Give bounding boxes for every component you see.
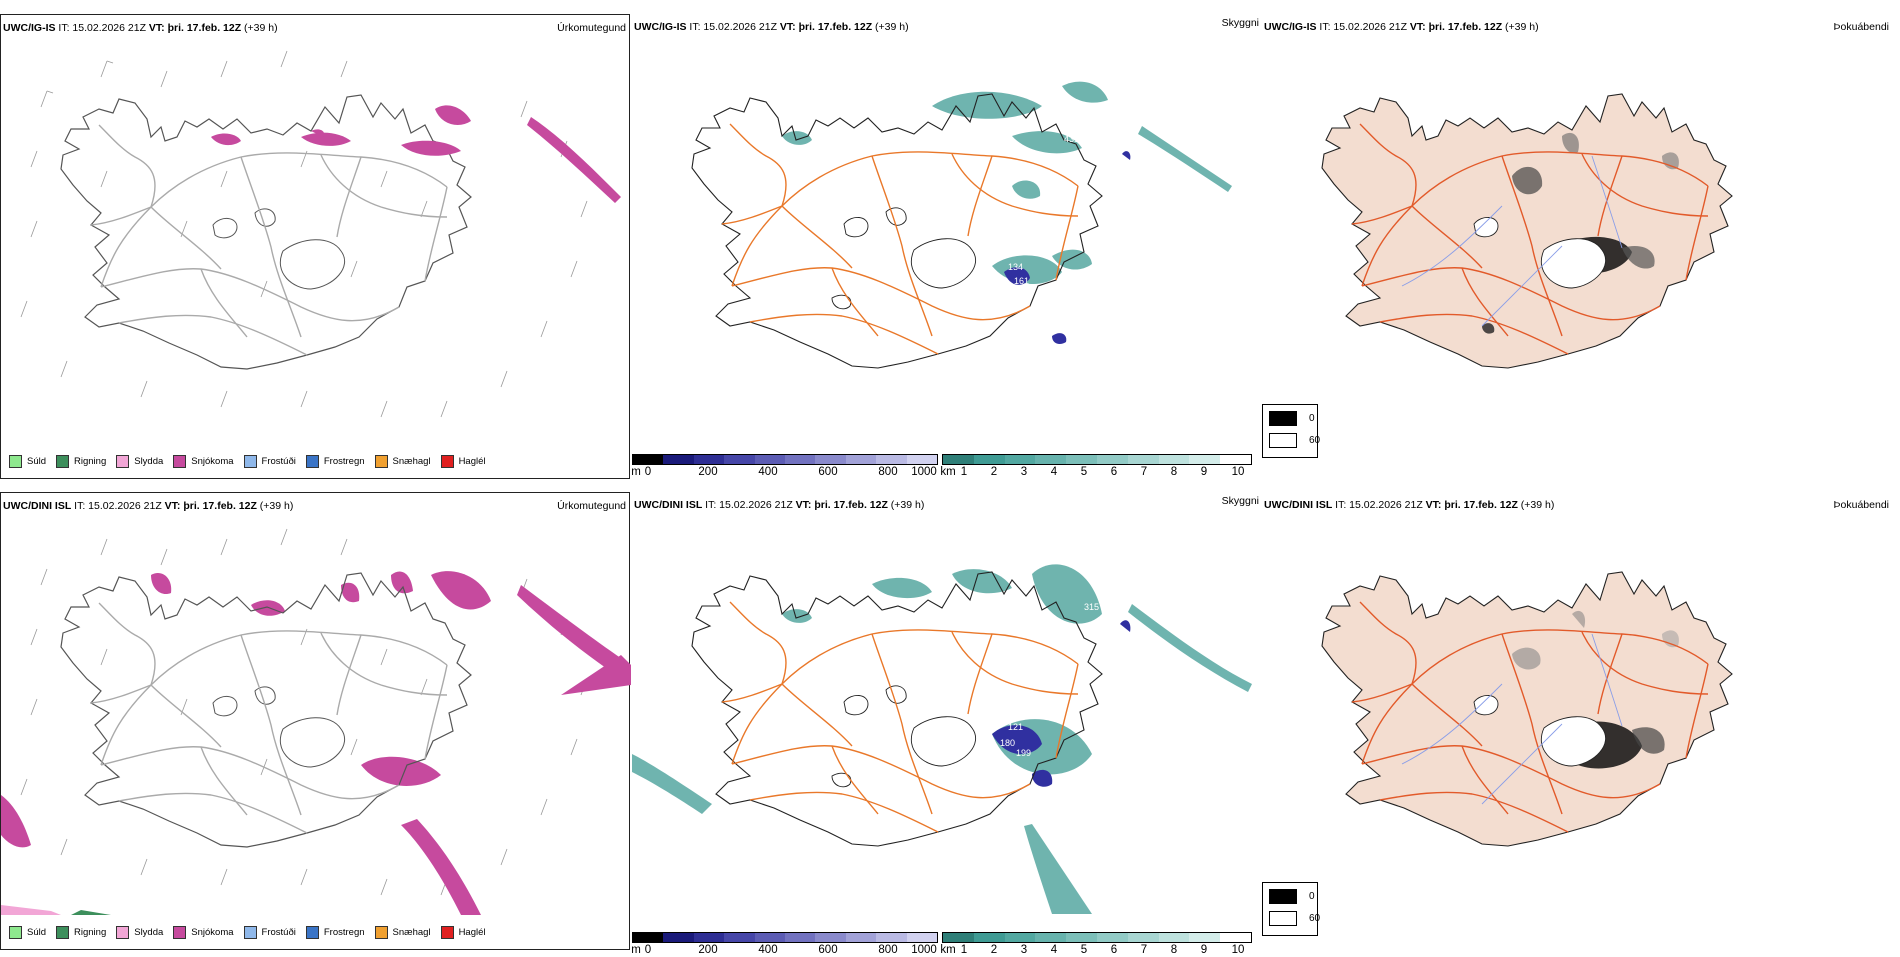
precip-type-legend: Súld Rigning Slydda Snjókoma Frostúði Fr… xyxy=(9,926,486,939)
precip-type-legend: Súld Rigning Slydda Snjókoma Frostúði Fr… xyxy=(9,455,486,468)
legend-item: Slydda xyxy=(116,926,163,939)
panel-header: UWC/IG-IS IT: 15.02.2026 21Z VT: þri. 17… xyxy=(3,22,278,34)
value-label: 89 xyxy=(1058,776,1068,786)
snow-areas xyxy=(211,105,621,203)
panel-header: UWC/IG-IS IT: 15.02.2026 21Z VT: þri. 17… xyxy=(1264,21,1539,33)
value-label: 121 xyxy=(1008,722,1023,732)
panel-title: Þokuábendi xyxy=(1833,21,1889,33)
visibility-shading xyxy=(632,564,1252,914)
rivers xyxy=(1401,155,1623,327)
legend-item: Frostregn xyxy=(305,926,365,939)
panel-header: UWC/DINI ISL IT: 15.02.2026 21Z VT: þri.… xyxy=(1264,499,1555,511)
panel-title: Úrkomutegund xyxy=(557,500,626,512)
fog-index-map xyxy=(1321,93,1733,369)
legend-item: Frostúði xyxy=(243,926,296,939)
value-label: 134 xyxy=(1008,262,1023,272)
wind-barbs xyxy=(20,528,588,896)
ceiling-colorbar: m 0 200 400 600 800 1000 xyxy=(631,932,938,957)
value-label: 216 xyxy=(998,284,1013,294)
value-label: 548 xyxy=(1010,768,1025,778)
visibility-colorbar: km 1 2 3 4 5 6 7 8 9 10 xyxy=(940,454,1252,479)
value-label: 431 xyxy=(1064,134,1079,144)
visibility-shading xyxy=(782,81,1232,285)
value-label: 199 xyxy=(1016,748,1031,758)
panel-header: UWC/DINI ISL IT: 15.02.2026 21Z VT: þri.… xyxy=(634,499,925,511)
panel-title: Skyggni xyxy=(1221,17,1259,29)
legend-item: Snjókoma xyxy=(173,455,234,468)
legend-item: Snæhagl xyxy=(374,455,431,468)
fog-legend: 0 60 xyxy=(1262,404,1320,458)
snow-areas xyxy=(1,571,631,915)
legend-item: Snjókoma xyxy=(173,926,234,939)
wind-barbs xyxy=(20,50,588,418)
legend-item: Rigning xyxy=(56,455,106,468)
legend-item: Slydda xyxy=(116,455,163,468)
precip-type-map xyxy=(20,50,621,418)
low-cloud-shading xyxy=(1004,151,1131,344)
legend-item: Haglél xyxy=(440,455,486,468)
value-label: 374 xyxy=(1050,680,1065,690)
value-label: 161 xyxy=(1014,276,1029,286)
value-label: 45 xyxy=(1046,286,1056,296)
low-cloud-shading xyxy=(992,620,1131,787)
legend-item: Rigning xyxy=(56,926,106,939)
value-label: 315 xyxy=(1084,602,1099,612)
panel-title: Þokuábendi xyxy=(1833,499,1889,511)
panel-title: Úrkomutegund xyxy=(557,22,626,34)
panel-visibility-bottom: UWC/DINI ISL IT: 15.02.2026 21Z VT: þri.… xyxy=(631,492,1262,956)
legend-item: Frostúði xyxy=(243,455,296,468)
value-label: 43 xyxy=(1106,724,1116,734)
panel-precip-type-top: UWC/IG-IS IT: 15.02.2026 21Z VT: þri. 17… xyxy=(0,14,630,479)
panel-precip-type-bottom: UWC/DINI ISL IT: 15.02.2026 21Z VT: þri.… xyxy=(0,492,631,950)
panel-header: UWC/IG-IS IT: 15.02.2026 21Z VT: þri. 17… xyxy=(634,21,909,33)
fog-index-map xyxy=(1321,571,1733,847)
panel-header: UWC/DINI ISL IT: 15.02.2026 21Z VT: þri.… xyxy=(3,500,294,512)
panel-fog-bottom: UWC/DINI ISL IT: 15.02.2026 21Z VT: þri.… xyxy=(1262,492,1892,950)
legend-item: Haglél xyxy=(440,926,486,939)
panel-visibility-top: UWC/IG-IS IT: 15.02.2026 21Z VT: þri. 17… xyxy=(631,14,1262,479)
visibility-colorbar: km 1 2 3 4 5 6 7 8 9 10 xyxy=(940,932,1252,957)
fog-legend: 0 60 xyxy=(1262,882,1320,936)
visibility-map: 315 374 121 180 199 548 89 43 xyxy=(632,564,1252,914)
legend-item: Súld xyxy=(9,926,46,939)
visibility-map: 431 134 161 216 45 xyxy=(691,81,1232,369)
rivers xyxy=(1401,633,1623,805)
legend-item: Frostregn xyxy=(305,455,365,468)
ceiling-colorbar: m 0 200 400 600 800 1000 xyxy=(631,454,938,479)
precip-type-map xyxy=(1,528,631,915)
legend-item: Súld xyxy=(9,455,46,468)
panel-title: Skyggni xyxy=(1221,495,1259,507)
panel-fog-top: UWC/IG-IS IT: 15.02.2026 21Z VT: þri. 17… xyxy=(1262,14,1892,479)
legend-item: Snæhagl xyxy=(374,926,431,939)
value-label: 180 xyxy=(1000,738,1015,748)
